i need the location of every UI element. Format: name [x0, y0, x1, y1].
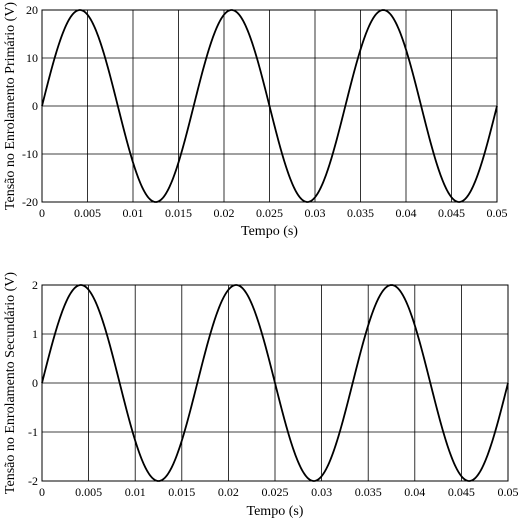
data-point [496, 105, 498, 107]
x-tick-label: 0.025 [262, 485, 289, 499]
y-axis-label: Tensão no Enrolamento Secundário (V) [3, 272, 18, 495]
x-tick-label: 0.04 [404, 485, 425, 499]
data-point [251, 304, 253, 306]
x-tick-label: 0.04 [396, 206, 417, 220]
data-point [41, 105, 43, 107]
data-point [109, 66, 111, 68]
data-point [178, 162, 180, 164]
y-tick-label: -1 [28, 425, 38, 439]
data-point [321, 475, 323, 477]
x-tick-label: 0.015 [165, 206, 192, 220]
x-tick-label: 0 [39, 485, 45, 499]
x-tick-label: 0.03 [311, 485, 332, 499]
data-point [484, 460, 486, 462]
data-point [132, 162, 134, 164]
data-point [204, 343, 206, 345]
data-point [337, 144, 339, 146]
x-tick-label: 0.02 [214, 206, 235, 220]
data-point [437, 422, 439, 424]
x-tick-label: 0.015 [168, 485, 195, 499]
series-line [41, 284, 509, 482]
data-point [200, 66, 202, 68]
x-tick-label: 0.05 [487, 206, 508, 220]
data-point [344, 422, 346, 424]
series-line [41, 9, 498, 203]
x-tick-label: 0.005 [74, 206, 101, 220]
x-tick-label: 0.035 [355, 485, 382, 499]
data-point [382, 9, 384, 11]
data-point [314, 196, 316, 198]
data-point [298, 460, 300, 462]
y-tick-label: 2 [32, 278, 38, 292]
data-point [507, 382, 509, 384]
data-point [269, 105, 271, 107]
y-tick-label: 1 [32, 327, 38, 341]
x-tick-label: 0.005 [75, 485, 102, 499]
x-tick-label: 0.035 [347, 206, 374, 220]
data-point [367, 324, 369, 326]
x-tick-label: 0.01 [125, 485, 146, 499]
x-axis-label: Tempo (s) [241, 224, 298, 239]
x-tick-label: 0.03 [305, 206, 326, 220]
data-point [274, 382, 276, 384]
y-tick-label: 20 [26, 3, 38, 17]
data-point [65, 304, 67, 306]
x-tick-label: 0.045 [448, 485, 475, 499]
chart-2: 0 0.005 0.01 0.015 0.02 0.025 0.03 0.035 0.04 0.0… [3, 272, 519, 519]
y-tick-label: 0 [32, 376, 38, 390]
x-tick-label: 0.02 [218, 485, 239, 499]
data-point [473, 182, 475, 184]
data-point [246, 29, 248, 31]
x-tick-label: 0.05 [498, 485, 519, 499]
x-tick-label: 0 [39, 206, 45, 220]
x-axis-label: Tempo (s) [247, 504, 304, 519]
y-tick-label: 10 [26, 51, 38, 65]
data-point [405, 49, 407, 51]
data-point [451, 196, 453, 198]
x-tick-label: 0.045 [438, 206, 465, 220]
data-point [391, 284, 393, 286]
data-point [134, 440, 136, 442]
data-point [64, 29, 66, 31]
data-point [41, 382, 43, 384]
data-point [111, 343, 113, 345]
data-point [87, 14, 89, 16]
y-tick-label: -20 [22, 195, 38, 209]
data-point [428, 144, 430, 146]
y-axis-label: Tensão no Enrolamento Primário (V) [3, 2, 18, 211]
data-point [155, 201, 157, 203]
data-point [181, 440, 183, 442]
data-point [88, 289, 90, 291]
data-point [461, 475, 463, 477]
x-tick-label: 0.025 [256, 206, 283, 220]
data-point [223, 14, 225, 16]
data-point [414, 324, 416, 326]
data-point [158, 480, 160, 482]
data-point [360, 49, 362, 51]
y-tick-label: -10 [22, 147, 38, 161]
y-tick-label: -2 [28, 474, 38, 488]
chart-1: 0 0.005 0.01 0.015 0.02 0.025 0.03 0.035 0.04 0.0… [3, 2, 508, 239]
x-tick-label: 0.01 [123, 206, 144, 220]
y-tick-label: 0 [32, 99, 38, 113]
data-point [228, 289, 230, 291]
data-point [291, 182, 293, 184]
